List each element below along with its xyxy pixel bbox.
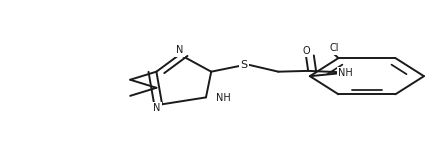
Text: NH: NH xyxy=(338,69,353,78)
Text: N: N xyxy=(153,103,161,113)
Text: O: O xyxy=(302,46,310,56)
Text: Cl: Cl xyxy=(329,43,339,53)
Text: N: N xyxy=(176,46,183,55)
Text: S: S xyxy=(241,60,248,70)
Text: NH: NH xyxy=(216,93,231,103)
